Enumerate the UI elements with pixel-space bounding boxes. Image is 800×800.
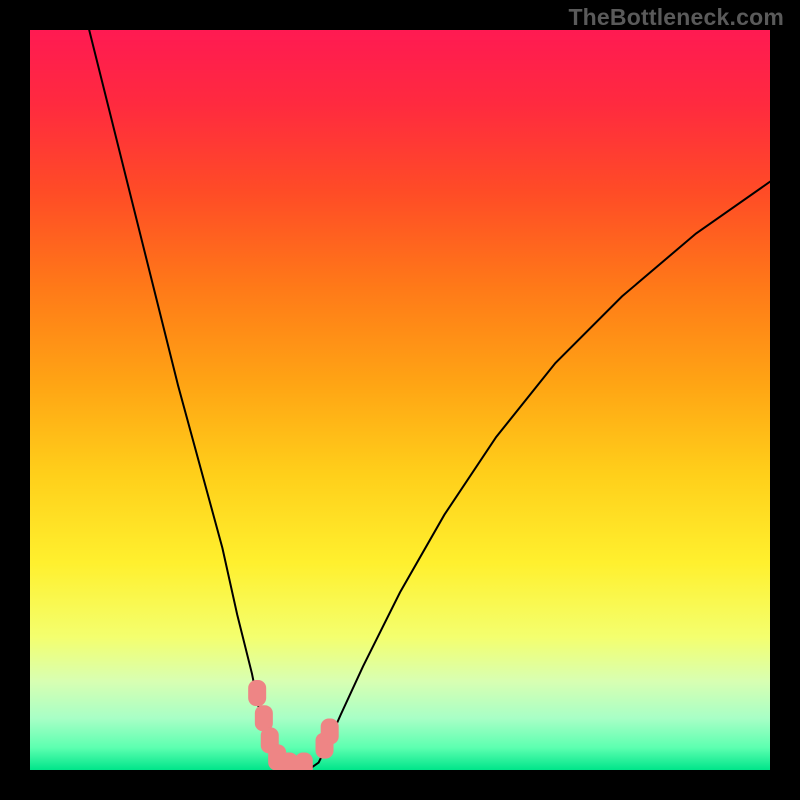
valley-marker <box>295 753 313 770</box>
watermark-text: TheBottleneck.com <box>568 4 784 31</box>
valley-marker <box>255 705 273 731</box>
chart-frame: TheBottleneck.com <box>0 0 800 800</box>
plot-area <box>30 30 770 770</box>
background-rect <box>30 30 770 770</box>
valley-marker <box>248 680 266 706</box>
chart-svg <box>30 30 770 770</box>
valley-marker <box>321 719 339 745</box>
